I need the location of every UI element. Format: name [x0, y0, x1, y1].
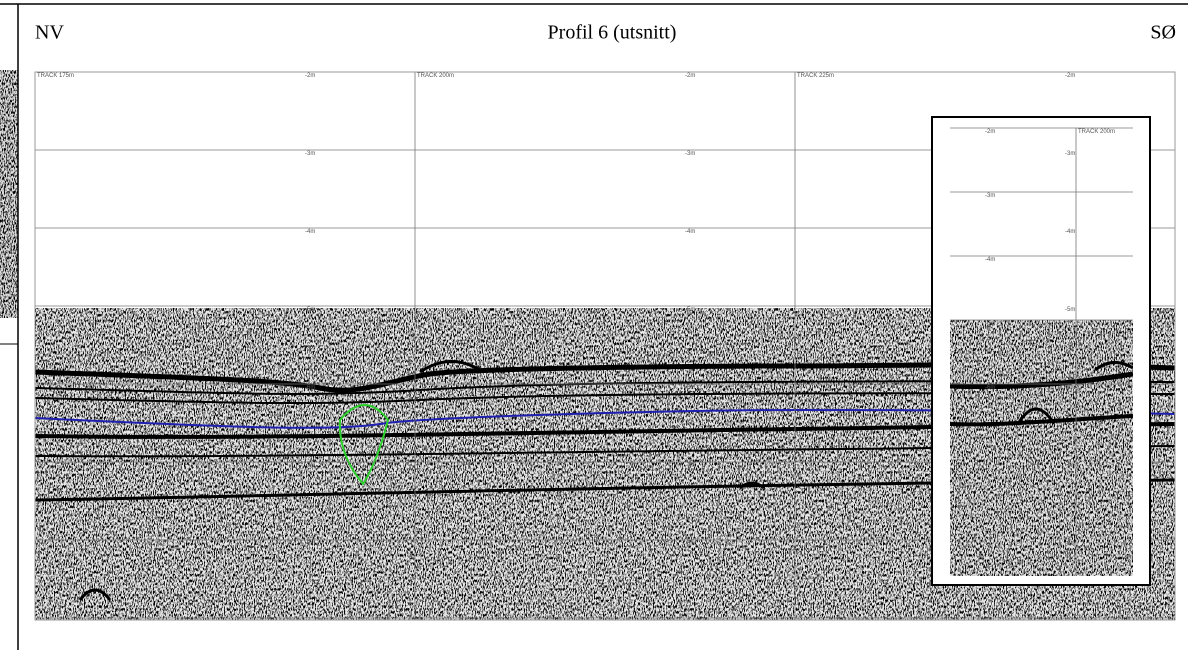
depth-label: -8m [685, 541, 695, 547]
depth-label: -2m [1065, 73, 1075, 79]
depth-label: -2m [685, 73, 695, 79]
depth-label: -3m [305, 151, 315, 157]
page: NV Profil 6 (utsnitt) SØ TRACK 175m -2m -3… [0, 0, 1188, 650]
inset-depth-label: -3m [985, 193, 995, 199]
depth-label: -6m [305, 385, 315, 391]
depth-label: -8m [1065, 541, 1075, 547]
depth-label: -3m [1065, 151, 1075, 157]
depth-label: -4m [305, 229, 315, 235]
inset-track-label: TRACK 200m [1078, 129, 1115, 135]
side-noise [0, 70, 18, 318]
depth-label: -7m [685, 463, 695, 469]
depth-label: -5m [305, 307, 315, 313]
depth-label: -4m [1065, 229, 1075, 235]
depth-label: -6m [1065, 385, 1075, 391]
depth-label: -5m [685, 307, 695, 313]
direction-left: NV [35, 22, 64, 44]
depth-label: -4m [685, 229, 695, 235]
depth-label: -3m [685, 151, 695, 157]
depth-label: -2m [305, 73, 315, 79]
inset-depth-label: -5m [985, 321, 995, 327]
inset-noise [950, 320, 1133, 576]
depth-label: -5m [1065, 307, 1075, 313]
depth-label: -6m [685, 385, 695, 391]
inset-depth-label: -2m [985, 129, 995, 135]
inset [932, 117, 1150, 585]
inset-depth-label: -6m [985, 385, 995, 391]
inset-depth-label: -4m [985, 257, 995, 263]
track-label: TRACK 225m [797, 73, 834, 79]
depth-label: -7m [1065, 463, 1075, 469]
depth-label: -7m [305, 463, 315, 469]
direction-right: SØ [1150, 22, 1176, 44]
depth-label: -8m [305, 541, 315, 547]
track-label: TRACK 200m [417, 73, 454, 79]
title: Profil 6 (utsnitt) [548, 22, 677, 44]
track-label: TRACK 175m [37, 73, 74, 79]
